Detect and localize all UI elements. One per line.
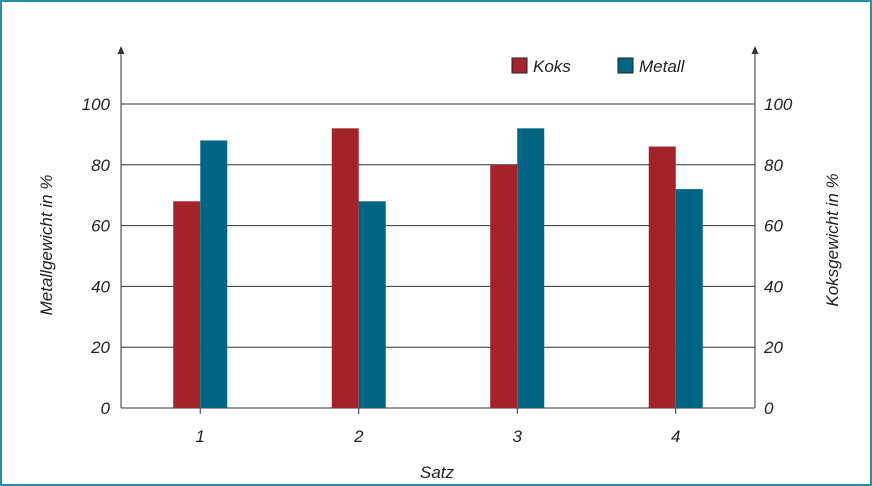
legend-swatch: [617, 57, 634, 74]
legend: Koks Metall: [511, 57, 686, 76]
right-tick-labels: 0 20 40 60 80 100: [763, 95, 793, 418]
left-axis-title: Metallgewicht in %: [37, 175, 56, 316]
left-tick-label: 100: [82, 95, 111, 114]
right-axis-title: Koksgewicht in %: [823, 173, 842, 306]
right-tick-label: 80: [764, 156, 783, 175]
bar-koks-2: [331, 128, 359, 408]
legend-swatch: [511, 57, 528, 74]
bar-koks-3: [490, 164, 518, 408]
x-axis-title: Satz: [420, 463, 455, 482]
right-tick-label: 100: [764, 95, 793, 114]
bar-metall-1: [200, 140, 228, 409]
right-axis-arrow: [751, 46, 759, 54]
left-tick-label: 40: [91, 277, 110, 296]
left-tick-label: 60: [91, 217, 110, 236]
x-tick-label: 3: [513, 427, 523, 446]
bar-metall-3: [517, 128, 545, 408]
x-tick-label: 1: [196, 427, 205, 446]
legend-label: Koks: [533, 57, 571, 76]
legend-label: Metall: [639, 57, 686, 76]
bar-koks-1: [173, 201, 201, 408]
left-tick-label: 0: [101, 399, 111, 418]
right-tick-label: 40: [764, 277, 783, 296]
left-tick-label: 80: [91, 156, 110, 175]
x-tick-label: 4: [671, 427, 680, 446]
bar-metall-2: [358, 201, 386, 408]
x-tick-labels: 1 2 3 4: [196, 427, 681, 446]
bar-koks-4: [648, 146, 676, 408]
x-tick-label: 2: [353, 427, 364, 446]
right-tick-label: 20: [763, 338, 783, 357]
bars: [173, 128, 703, 409]
right-tick-label: 0: [764, 399, 774, 418]
left-tick-label: 20: [90, 338, 110, 357]
right-tick-label: 60: [764, 217, 783, 236]
bar-metall-4: [675, 189, 703, 408]
left-tick-labels: 0 20 40 60 80 100: [82, 95, 111, 418]
left-axis-arrow: [117, 46, 125, 54]
